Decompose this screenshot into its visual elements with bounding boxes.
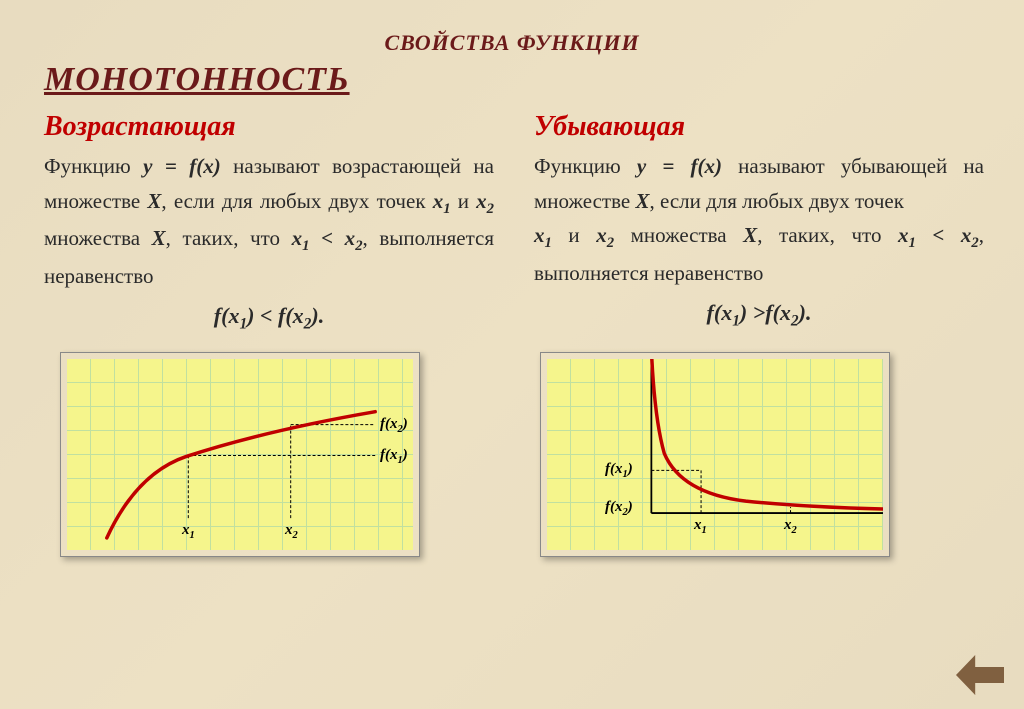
column-increasing: Возрастающая Функцию у = f(x) называют в…: [44, 111, 494, 334]
label-x2-r: x2: [784, 517, 797, 536]
label-fx2-r: f(x2): [605, 499, 633, 518]
label-fx1: f(x1): [380, 447, 408, 466]
increasing-title: Возрастающая: [44, 111, 494, 143]
decreasing-formula: f(x1) >f(x2).: [534, 300, 984, 330]
increasing-formula: f(x1) < f(x2).: [44, 303, 494, 333]
back-arrow-button[interactable]: [956, 655, 1004, 695]
label-fx1-r: f(x1): [605, 461, 633, 480]
chart-decreasing: x1 x2 f(x1) f(x2): [540, 352, 890, 557]
decreasing-title: Убывающая: [534, 111, 984, 143]
label-x2: x2: [285, 522, 298, 541]
chart-increasing-plot: [67, 359, 413, 551]
charts-row: x1 x2 f(x2) f(x1) x1 x2 f(x1) f(x2): [0, 334, 1024, 557]
chart-decreasing-canvas: x1 x2 f(x1) f(x2): [547, 359, 883, 550]
label-x1: x1: [182, 522, 195, 541]
columns: Возрастающая Функцию у = f(x) называют в…: [0, 99, 1024, 334]
chart-decreasing-plot: [547, 359, 883, 551]
increasing-definition: Функцию у = f(x) называют возрастающей н…: [44, 149, 494, 293]
decreasing-definition: Функцию у = f(x) называют убывающей на м…: [534, 149, 984, 290]
label-fx2: f(x2): [380, 416, 408, 435]
chart-increasing: x1 x2 f(x2) f(x1): [60, 352, 420, 557]
page-title: МОНОТОННОСТЬ: [0, 61, 1024, 99]
chart-increasing-canvas: x1 x2 f(x2) f(x1): [67, 359, 413, 550]
label-x1-r: x1: [694, 517, 707, 536]
column-decreasing: Убывающая Функцию у = f(x) называют убыв…: [534, 111, 984, 334]
supertitle: СВОЙСТВА ФУНКЦИИ: [0, 0, 1024, 56]
